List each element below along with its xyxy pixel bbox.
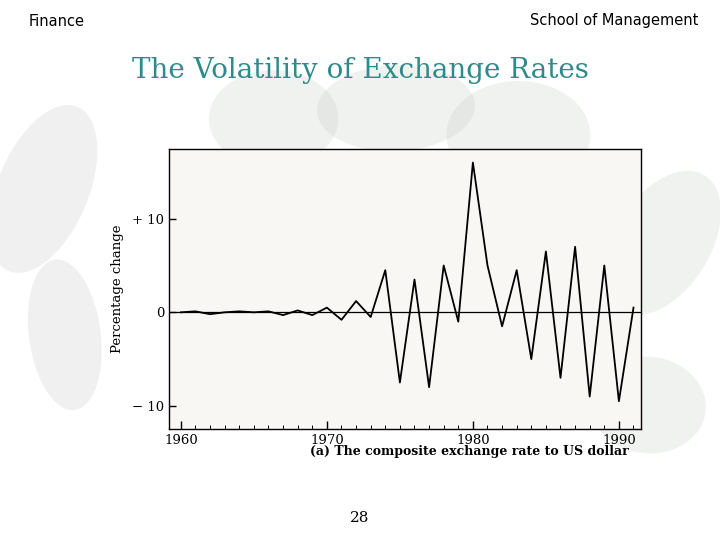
Ellipse shape (446, 81, 590, 189)
Ellipse shape (0, 105, 97, 273)
Ellipse shape (302, 238, 389, 356)
Ellipse shape (209, 70, 338, 167)
Ellipse shape (590, 356, 706, 454)
Ellipse shape (317, 65, 475, 151)
Y-axis label: Percentage change: Percentage change (111, 225, 124, 353)
Text: The Volatility of Exchange Rates: The Volatility of Exchange Rates (132, 57, 588, 84)
Ellipse shape (28, 259, 102, 410)
Text: School of Management: School of Management (530, 14, 698, 29)
Ellipse shape (180, 338, 252, 418)
Ellipse shape (418, 346, 518, 410)
Text: (a) The composite exchange rate to US dollar: (a) The composite exchange rate to US do… (310, 446, 629, 458)
Text: 28: 28 (351, 511, 369, 525)
Ellipse shape (604, 171, 720, 315)
Text: Finance: Finance (29, 14, 85, 29)
